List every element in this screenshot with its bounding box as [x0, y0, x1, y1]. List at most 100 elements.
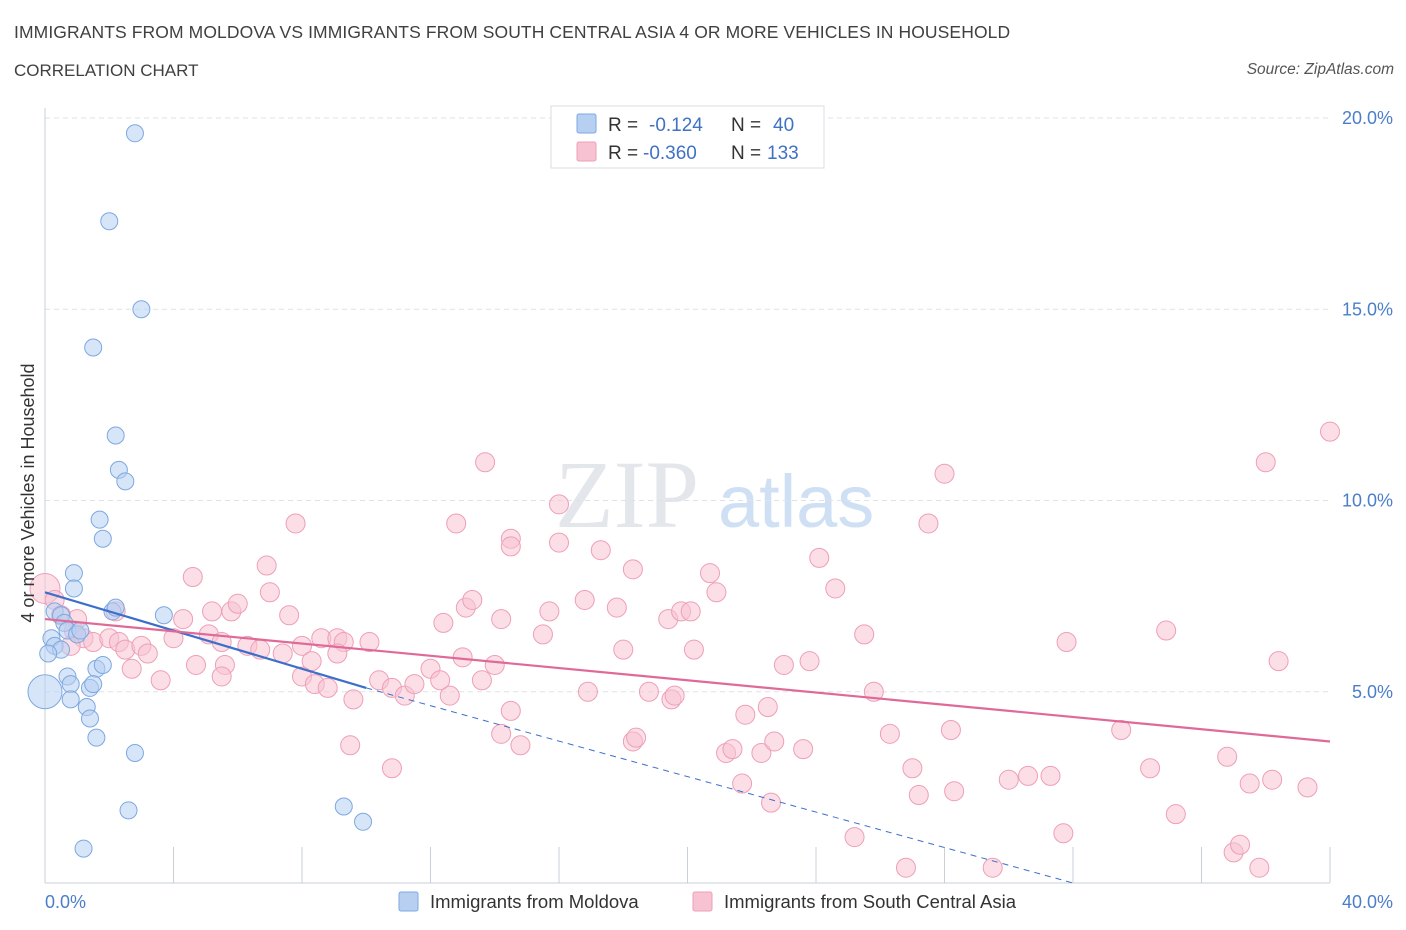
south-central-asia-point [825, 578, 846, 599]
moldova-point [90, 510, 109, 529]
south-central-asia-point [359, 632, 380, 653]
south-central-asia-point [854, 624, 875, 645]
x-tick-min: 0.0% [45, 892, 86, 912]
chart-subtitle: CORRELATION CHART [14, 61, 199, 80]
south-central-asia-point [799, 651, 820, 672]
south-central-asia-point [163, 628, 184, 649]
south-central-asia-point [706, 582, 727, 603]
south-central-asia-point [902, 758, 923, 779]
south-central-asia-point [150, 670, 171, 691]
south-central-asia-point [1255, 452, 1276, 473]
south-central-asia-point [908, 785, 929, 806]
south-central-asia-trend-line [44, 617, 1331, 743]
moldova-point [354, 812, 373, 831]
moldova-point [132, 300, 151, 319]
south-central-asia-point [1268, 651, 1289, 672]
south-central-asia-point [433, 612, 454, 633]
south-central-asia-point [475, 452, 496, 473]
moldova-point [61, 690, 80, 709]
south-central-asia-point [613, 639, 634, 660]
south-central-asia-point [259, 582, 280, 603]
south-central-asia-point [202, 601, 223, 622]
south-central-asia-point [761, 792, 782, 813]
south-central-asia-point [680, 601, 701, 622]
south-central-asia-point [1165, 804, 1186, 825]
series-moldova [27, 124, 373, 858]
moldova-point [84, 675, 103, 694]
moldova-point [74, 839, 93, 858]
moldova-point [125, 743, 144, 762]
y-tick-label: 5.0% [1352, 682, 1393, 702]
south-central-asia-point [462, 589, 483, 610]
south-central-asia-point [182, 567, 203, 587]
south-central-asia-point [982, 857, 1003, 878]
south-central-asia-point [918, 513, 939, 534]
south-central-asia-point [211, 666, 232, 687]
south-central-asia-point [809, 547, 830, 568]
south-central-asia-point [1217, 746, 1238, 767]
south-central-asia-point [532, 624, 553, 645]
south-central-asia-point [944, 781, 965, 802]
south-central-asia-point [773, 654, 794, 675]
legend-n-label-south-central-asia: N = [731, 143, 761, 164]
south-central-asia-point [121, 658, 142, 679]
south-central-asia-point [1230, 834, 1251, 855]
south-central-asia-point [173, 609, 194, 630]
south-central-asia-point [732, 773, 753, 794]
moldova-point [116, 472, 135, 491]
legend-r-label-south-central-asia: R = [608, 143, 638, 164]
south-central-asia-point [757, 697, 778, 718]
y-tick-label: 20.0% [1342, 108, 1393, 128]
south-central-asia-point [430, 670, 451, 691]
legend-r-value-moldova: -0.124 [649, 115, 703, 136]
moldova-point [100, 212, 119, 231]
south-central-asia-point [934, 463, 955, 484]
south-central-asia-point [1249, 857, 1270, 878]
south-central-asia-point [471, 670, 492, 691]
south-central-asia-point [751, 742, 772, 763]
moldova-point [334, 797, 353, 816]
moldova-point [93, 529, 112, 548]
south-central-asia-point [185, 654, 206, 675]
south-central-asia-point [327, 643, 348, 664]
south-central-asia-point [1056, 632, 1077, 653]
south-central-asia-point [1140, 758, 1161, 779]
moldova-point [80, 709, 99, 728]
south-central-asia-point [590, 540, 611, 561]
bottom-legend-swatch-moldova [398, 891, 419, 912]
south-central-asia-point [664, 685, 685, 706]
south-central-asia-point [577, 681, 598, 702]
chart-title: IMMIGRANTS FROM MOLDOVA VS IMMIGRANTS FR… [14, 22, 1011, 42]
moldova-point [93, 655, 112, 674]
bottom-legend: Immigrants from Moldova Immigrants from … [398, 891, 1017, 912]
moldova-point [84, 338, 103, 357]
moldova-point [87, 728, 106, 747]
bottom-legend-label-south-central-asia: Immigrants from South Central Asia [724, 891, 1017, 912]
south-central-asia-point [574, 589, 595, 610]
x-tick-max: 40.0% [1342, 892, 1393, 912]
source-label: Source: ZipAtlas.com [1246, 61, 1394, 78]
south-central-asia-point [256, 555, 277, 576]
moldova-point [64, 579, 83, 598]
south-central-asia-point [279, 605, 300, 626]
south-central-asia-point [446, 513, 467, 534]
south-central-asia-point [998, 769, 1019, 790]
moldova-point [61, 675, 80, 694]
south-central-asia-point [343, 689, 364, 710]
south-central-asia-point [764, 731, 785, 752]
south-central-asia-point [500, 700, 521, 721]
south-central-asia-point [227, 593, 248, 614]
south-central-asia-point [340, 735, 361, 756]
south-central-asia-point [699, 563, 720, 584]
top-legend: R = -0.124 N = 40 R = -0.360 N = 133 [550, 105, 825, 169]
south-central-asia-point [638, 681, 659, 702]
bottom-legend-label-moldova: Immigrants from Moldova [430, 891, 639, 912]
moldova-point [125, 124, 144, 143]
south-central-asia-point [539, 601, 560, 622]
south-central-asia-point [1018, 765, 1039, 786]
south-central-asia-point [1297, 777, 1318, 798]
south-central-asia-point [879, 723, 900, 744]
south-central-asia-point [285, 513, 306, 534]
series-south-central-asia [29, 421, 1340, 878]
